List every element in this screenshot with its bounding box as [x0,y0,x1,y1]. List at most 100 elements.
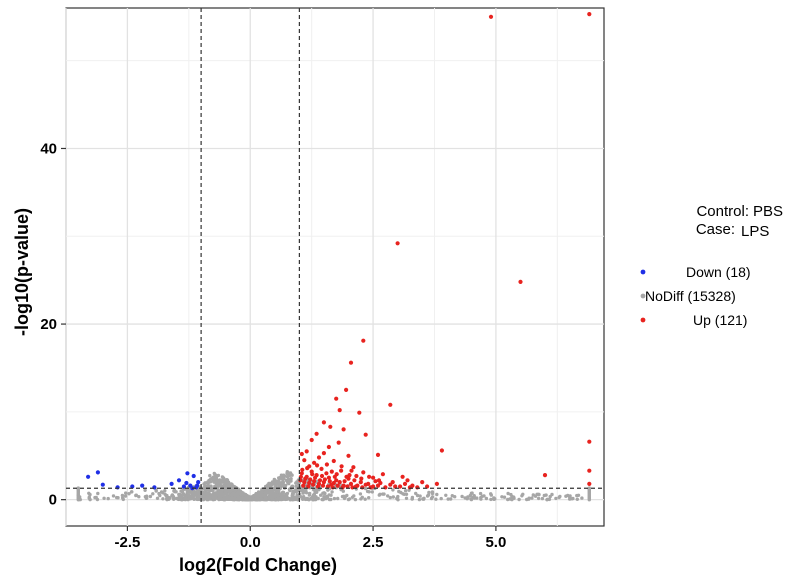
point-up [302,480,307,485]
point-up [330,485,335,490]
point-nodiff [214,492,218,496]
axes: -2.5 0.0 2.5 5.0 0 20 40 [40,140,506,551]
point-up [334,396,339,401]
point-nodiff [506,491,510,496]
point-nodiff [319,493,323,497]
point-nodiff [325,495,330,500]
point-nodiff [221,494,226,499]
point-nodiff [290,493,295,497]
point-down [100,482,105,487]
point-up [349,468,354,473]
point-nodiff [377,493,381,497]
point-up [587,12,592,17]
point-nodiff [568,497,572,501]
point-up [309,437,314,443]
point-up [439,448,444,453]
point-nodiff [252,494,256,498]
point-nodiff [370,490,374,494]
point-nodiff [193,493,197,497]
point-up [324,462,329,467]
point-nodiff [558,494,562,499]
legend-label-up: Up (121) [693,312,747,328]
point-up [334,478,339,483]
point-up [315,484,321,489]
point-up [360,485,365,490]
point-nodiff [186,497,190,502]
point-nodiff [277,476,281,480]
legend-marker-down [640,269,646,275]
threshold-lines [66,8,604,526]
point-up [312,479,317,484]
point-nodiff [269,483,273,487]
legend-marker-up [640,317,646,323]
point-nodiff [282,494,286,498]
point-nodiff [252,497,257,502]
point-nodiff [326,488,330,492]
point-up [357,410,362,415]
point-nodiff [187,488,191,492]
point-nodiff [363,486,368,491]
point-nodiff [284,483,288,488]
point-nodiff [197,491,201,495]
point-nodiff [290,473,294,477]
point-up [321,451,326,456]
point-nodiff [233,488,237,492]
plot-panel [65,7,605,527]
point-nodiff [255,497,260,502]
point-nodiff [279,481,283,485]
point-up [313,475,318,480]
point-nodiff [363,497,367,501]
point-nodiff [217,483,222,487]
point-up [326,444,331,450]
point-up [308,477,313,482]
point-nodiff [414,491,418,496]
point-nodiff [176,497,180,501]
point-nodiff [159,490,164,494]
point-nodiff [87,496,91,500]
point-nodiff [158,493,162,498]
point-nodiff [124,491,128,495]
x-tick-label: -2.5 [114,534,140,551]
point-nodiff [323,491,327,496]
point-nodiff [278,493,282,497]
point-nodiff [137,495,141,499]
point-up [405,478,410,483]
point-nodiff [330,490,334,494]
point-up [342,479,347,484]
point-up [305,466,310,471]
point-nodiff [111,494,116,498]
point-up [420,480,425,485]
point-nodiff [171,495,176,499]
point-down [86,474,91,479]
point-up [317,478,323,483]
point-nodiff [314,497,318,502]
point-nodiff [382,492,386,496]
point-nodiff [399,490,403,495]
point-nodiff [238,491,243,495]
point-nodiff [304,489,308,494]
point-nodiff [272,481,276,485]
point-up [328,424,333,429]
point-up [344,474,349,479]
point-nodiff [102,496,106,500]
point-nodiff [427,490,431,495]
point-nodiff [274,484,278,488]
point-nodiff [439,496,443,501]
point-nodiff [208,473,212,478]
point-nodiff [143,488,147,492]
point-down [169,481,174,486]
point-nodiff [367,490,371,494]
point-nodiff [257,490,262,494]
point-nodiff [123,494,128,498]
x-axis-title: log2(Fold Change) [179,555,337,575]
point-nodiff [341,489,345,493]
point-up [314,431,319,436]
point-up [518,279,523,284]
point-up [316,455,322,460]
point-nodiff [576,493,581,497]
point-up [587,468,592,473]
point-up [376,478,382,483]
point-nodiff [264,489,269,493]
point-up [434,481,439,486]
point-up [488,14,494,19]
